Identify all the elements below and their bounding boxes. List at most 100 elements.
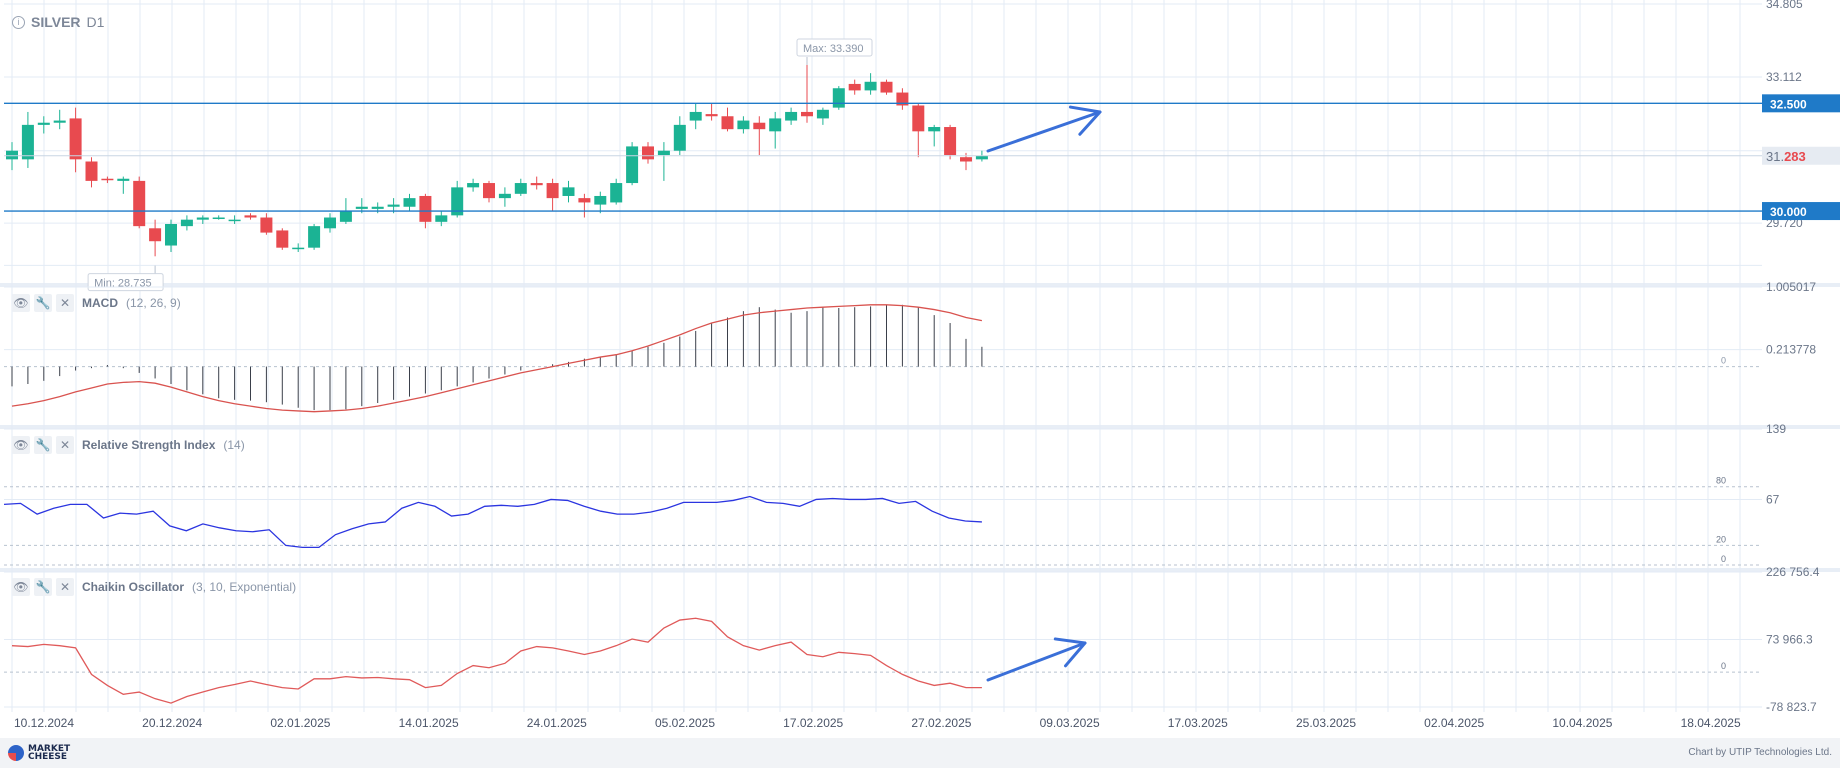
max-callout-box	[796, 38, 873, 57]
candle	[880, 79, 893, 95]
symbol-label: SILVER	[31, 14, 81, 30]
candle-body	[769, 118, 782, 132]
candle	[848, 79, 861, 95]
candle-body	[896, 92, 909, 106]
candle-body	[498, 193, 511, 199]
candle-body	[848, 83, 861, 91]
x-axis-label: 10.12.2024	[14, 716, 74, 730]
candle	[816, 107, 829, 125]
candle	[801, 64, 813, 123]
current-price-badge	[1762, 146, 1840, 165]
candle-body	[785, 111, 798, 121]
candle-body	[355, 206, 368, 209]
x-axis-label: 17.03.2025	[1168, 716, 1228, 730]
arrow-head	[1053, 637, 1087, 668]
level-badge	[1762, 202, 1840, 221]
candle-body	[912, 105, 925, 132]
candle-body	[371, 206, 384, 209]
current-price-suffix: 283	[1784, 149, 1806, 164]
candle-body	[864, 81, 877, 91]
candle	[133, 176, 146, 229]
candle-body	[928, 127, 941, 132]
macd-signal-line	[11, 304, 983, 413]
candle-body	[689, 111, 702, 121]
footer-bar	[0, 738, 1840, 768]
candle-body	[276, 230, 289, 248]
candle	[753, 116, 766, 156]
x-axis-label: 05.02.2025	[655, 716, 715, 730]
candle	[594, 191, 607, 214]
rsi-pane: 139 67 80 20 0	[3, 422, 1786, 566]
wrench-icon[interactable]: 🔧	[34, 436, 52, 454]
candle	[610, 178, 623, 205]
candle	[292, 243, 305, 252]
candle-body	[37, 122, 50, 125]
rsi-tick-label: 139	[1766, 422, 1786, 436]
candle-body	[705, 114, 718, 117]
eye-icon[interactable]: 👁	[12, 578, 30, 596]
info-icon[interactable]: i	[12, 15, 25, 29]
rsi-level-label: 20	[1716, 534, 1726, 544]
candle	[546, 178, 559, 212]
candle	[53, 109, 66, 130]
x-axis-label: 17.02.2025	[783, 716, 843, 730]
candle-body	[292, 247, 305, 250]
market-cheese-logo[interactable]: MARKET CHEESE	[8, 745, 70, 762]
eye-icon[interactable]: 👁	[12, 294, 30, 312]
close-icon[interactable]: ✕	[56, 436, 74, 454]
candle	[165, 219, 177, 252]
candle-body	[21, 124, 34, 160]
macd-tick-label: 1.005017	[1766, 280, 1816, 294]
candle-body	[85, 161, 98, 181]
candle	[324, 213, 336, 233]
candle-body	[69, 118, 82, 160]
candle-body	[212, 217, 225, 220]
candle	[180, 215, 193, 231]
candle	[21, 111, 34, 168]
x-axis-label: 09.03.2025	[1040, 716, 1100, 730]
close-icon[interactable]: ✕	[56, 294, 74, 312]
rsi-line	[3, 495, 982, 549]
chaikin-trend-arrow	[986, 637, 1087, 682]
candle	[737, 116, 750, 134]
price-tick-label: 33.112	[1766, 70, 1802, 84]
chaikin-zero-label: 0	[1721, 661, 1726, 671]
close-icon[interactable]: ✕	[56, 578, 74, 596]
candle-body	[801, 111, 813, 117]
candle	[514, 178, 527, 196]
candle	[912, 103, 925, 158]
candle	[626, 142, 639, 186]
x-axis-label: 02.01.2025	[270, 716, 330, 730]
candle	[196, 215, 209, 224]
pane-separator	[0, 568, 1840, 572]
x-axis-label: 20.12.2024	[142, 716, 202, 730]
main-pane-title: i SILVER D1	[12, 14, 104, 30]
candle-body	[657, 150, 670, 156]
candle-body	[339, 211, 352, 222]
candle	[578, 193, 591, 218]
price-pane: 34.80533.11229.72032.50030.00031.283Max:…	[4, 0, 1840, 292]
candle	[69, 107, 82, 173]
candle	[705, 103, 718, 121]
candle-body	[467, 183, 480, 188]
candle	[864, 73, 877, 95]
current-price-label: 31.283	[1766, 149, 1806, 164]
x-axis-label: 27.02.2025	[911, 716, 971, 730]
candle-body	[562, 187, 575, 196]
candle-body	[101, 178, 114, 181]
candle-body	[975, 155, 988, 160]
wrench-icon[interactable]: 🔧	[34, 294, 52, 312]
timeframe-label: D1	[86, 14, 105, 30]
candle	[832, 86, 845, 110]
grid	[0, 0, 1840, 712]
x-axis-label: 02.04.2025	[1424, 716, 1484, 730]
chaikin-header: 👁 🔧 ✕ Chaikin Oscillator (3, 10, Exponen…	[12, 578, 296, 596]
level-badge	[1762, 94, 1840, 113]
chaikin-line	[11, 617, 982, 704]
chaikin-tick-label: 226 756.4	[1766, 565, 1820, 579]
wrench-icon[interactable]: 🔧	[34, 578, 52, 596]
candle	[530, 176, 543, 190]
candle-body	[578, 198, 591, 203]
eye-icon[interactable]: 👁	[12, 436, 30, 454]
